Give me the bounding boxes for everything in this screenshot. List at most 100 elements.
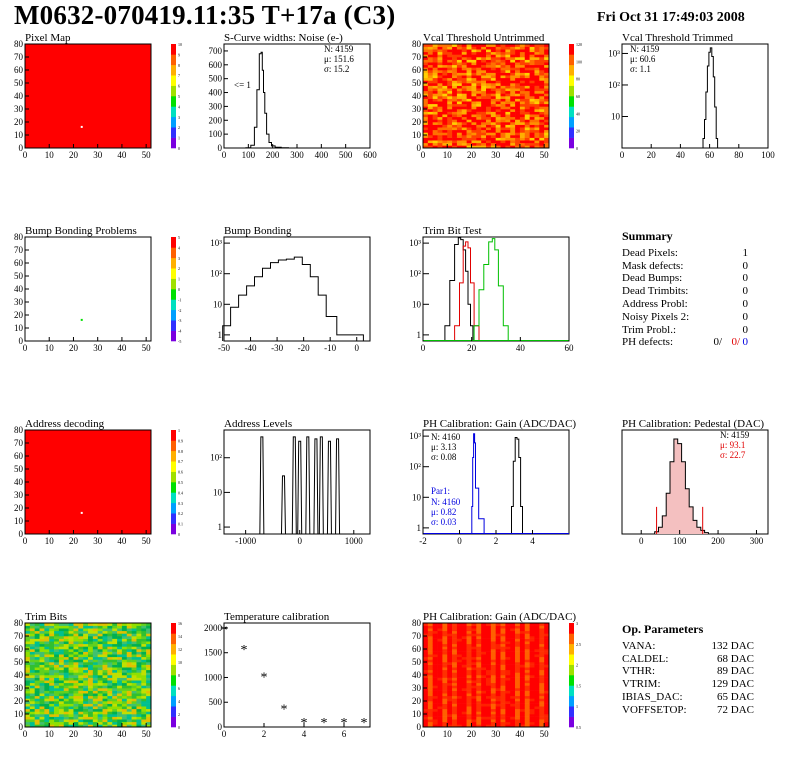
palette-label: 100 <box>576 59 582 64</box>
stats-text: N: 4159 <box>630 44 660 54</box>
x-tick-label: 50 <box>540 150 550 160</box>
timestamp: Fri Oct 31 17:49:03 2008 <box>597 10 745 25</box>
param-label: Address Probl: <box>622 297 688 310</box>
palette-swatch <box>171 440 176 452</box>
palette-swatch <box>569 623 574 634</box>
x-tick-label: -50 <box>218 343 230 353</box>
x-tick-label: 20 <box>69 150 79 160</box>
palette-label: 10 <box>178 660 182 665</box>
y-tick-label: 2000 <box>204 623 223 633</box>
x-tick-label: 1000 <box>345 536 364 546</box>
plot-frame <box>223 429 371 535</box>
y-tick-label: 20 <box>14 117 24 127</box>
panel-address-decoding: Address decoding 0 10 20 30 40 50 0 10 20 30 40 50 6… <box>14 418 183 546</box>
address-level-peak <box>313 438 319 535</box>
x-tick-label: 20 <box>467 343 477 353</box>
address-level-peak <box>280 475 286 535</box>
histogram-series <box>471 433 485 535</box>
bad-address-marker <box>80 511 83 514</box>
palette-label: 6 <box>178 686 180 691</box>
address-level-peak <box>259 436 265 535</box>
param-label: Mask defects: <box>622 259 684 272</box>
x-tick-label: 200 <box>266 150 280 160</box>
temperature-point: * <box>221 623 228 638</box>
palette-label: -3 <box>178 318 181 323</box>
y-tick-label: 60 <box>14 258 24 268</box>
trim-bits-chart: 0 10 20 30 40 50 0 10 20 30 40 50 60 70 80 0 2 4 6 8 10 12 14 1… <box>14 618 182 739</box>
address-levels-chart: -1000 0 1000 1 10 10² <box>210 429 371 546</box>
histogram-series <box>702 47 719 149</box>
param-label: Noisy Pixels 2: <box>622 310 690 323</box>
x-tick-label: 10 <box>45 343 55 353</box>
x-tick-label: 0 <box>421 343 426 353</box>
palette-swatch <box>171 633 176 645</box>
palette-label: 2 <box>178 125 180 130</box>
palette-swatch <box>171 461 176 472</box>
x-tick-label: 20 <box>69 536 79 546</box>
y-tick-label: 30 <box>412 683 422 693</box>
temperature-point: * <box>281 703 288 718</box>
palette-label: 1.5 <box>576 683 581 688</box>
param-row: VANA: 132 DAC <box>622 640 754 653</box>
panel-bump-problems: Bump Bonding Problems 0 10 20 30 40 50 0 10 20 30… <box>14 225 181 353</box>
palette-label: 3 <box>178 256 180 261</box>
palette-swatch <box>171 643 176 655</box>
panel-title: Address Levels <box>224 418 293 430</box>
palette-swatch <box>569 85 574 97</box>
palette-swatch <box>569 64 574 76</box>
x-tick-label: 0 <box>421 729 426 739</box>
x-tick-label: 50 <box>142 536 152 546</box>
histogram-series <box>245 51 289 149</box>
x-tick-label: 0 <box>23 536 28 546</box>
y-tick-label: 70 <box>14 631 24 641</box>
palette-swatch <box>171 330 176 342</box>
x-tick-label: 600 <box>363 150 377 160</box>
param-row: Dead Pixels: 1 <box>622 247 748 260</box>
y-tick-label: 10 <box>412 130 422 140</box>
plot-frame <box>621 429 769 535</box>
x-tick-label: 0 <box>222 150 227 160</box>
palette-label: 4 <box>178 699 180 704</box>
problem-pixel-marker <box>80 318 83 321</box>
param-row: VOFFSETOP: 72 DAC <box>622 704 754 717</box>
y-tick-label: 1 <box>218 330 223 340</box>
param-label: Trim Probl.: <box>622 323 677 336</box>
x-tick-label: 40 <box>516 343 526 353</box>
y-tick-label: 0 <box>19 336 24 346</box>
x-tick-label: 20 <box>69 343 79 353</box>
x-tick-label: 60 <box>565 343 575 353</box>
y-tick-label: 50 <box>14 464 24 474</box>
y-tick-label: 0 <box>19 529 24 539</box>
y-tick-label: 70 <box>412 52 422 62</box>
x-tick-label: 50 <box>142 150 152 160</box>
x-tick-label: 300 <box>290 150 304 160</box>
x-tick-label: -1000 <box>235 536 256 546</box>
panel-title: Address decoding <box>25 418 105 430</box>
panel-title: PH Calibration: Gain (ADC/DAC) <box>423 611 577 623</box>
palette-label: 0.1 <box>178 522 183 527</box>
x-tick-label: 40 <box>117 343 127 353</box>
palette-label: 120 <box>576 42 582 47</box>
y-tick-label: 30 <box>14 104 24 114</box>
param-label: IBIAS_DAC: <box>622 690 683 703</box>
palette-swatch <box>171 502 176 514</box>
palette-swatch <box>171 137 176 149</box>
heatmap-cells <box>423 623 550 728</box>
param-value: 72 DAC <box>717 703 754 716</box>
heatmap-fill <box>25 430 151 534</box>
palette-label: 0 <box>178 287 180 292</box>
y-tick-label: 10 <box>412 492 422 502</box>
op-parameters-rows: VANA: 132 DAC CALDEL: 68 DAC VTHR: 89 DAC VTRI… <box>622 640 754 717</box>
param-label: CALDEL: <box>622 652 669 665</box>
x-tick-label: 0 <box>457 536 462 546</box>
y-tick-label: 10² <box>409 462 421 472</box>
palette-label: 0.5 <box>178 480 183 485</box>
x-tick-label: -40 <box>245 343 257 353</box>
x-tick-label: 10 <box>45 729 55 739</box>
palette-swatch <box>171 257 176 269</box>
palette-swatch <box>171 513 176 524</box>
y-tick-label: 60 <box>14 65 24 75</box>
param-value: 1 <box>742 246 749 259</box>
y-tick-label: 30 <box>412 104 422 114</box>
y-tick-label: 10 <box>14 130 24 140</box>
